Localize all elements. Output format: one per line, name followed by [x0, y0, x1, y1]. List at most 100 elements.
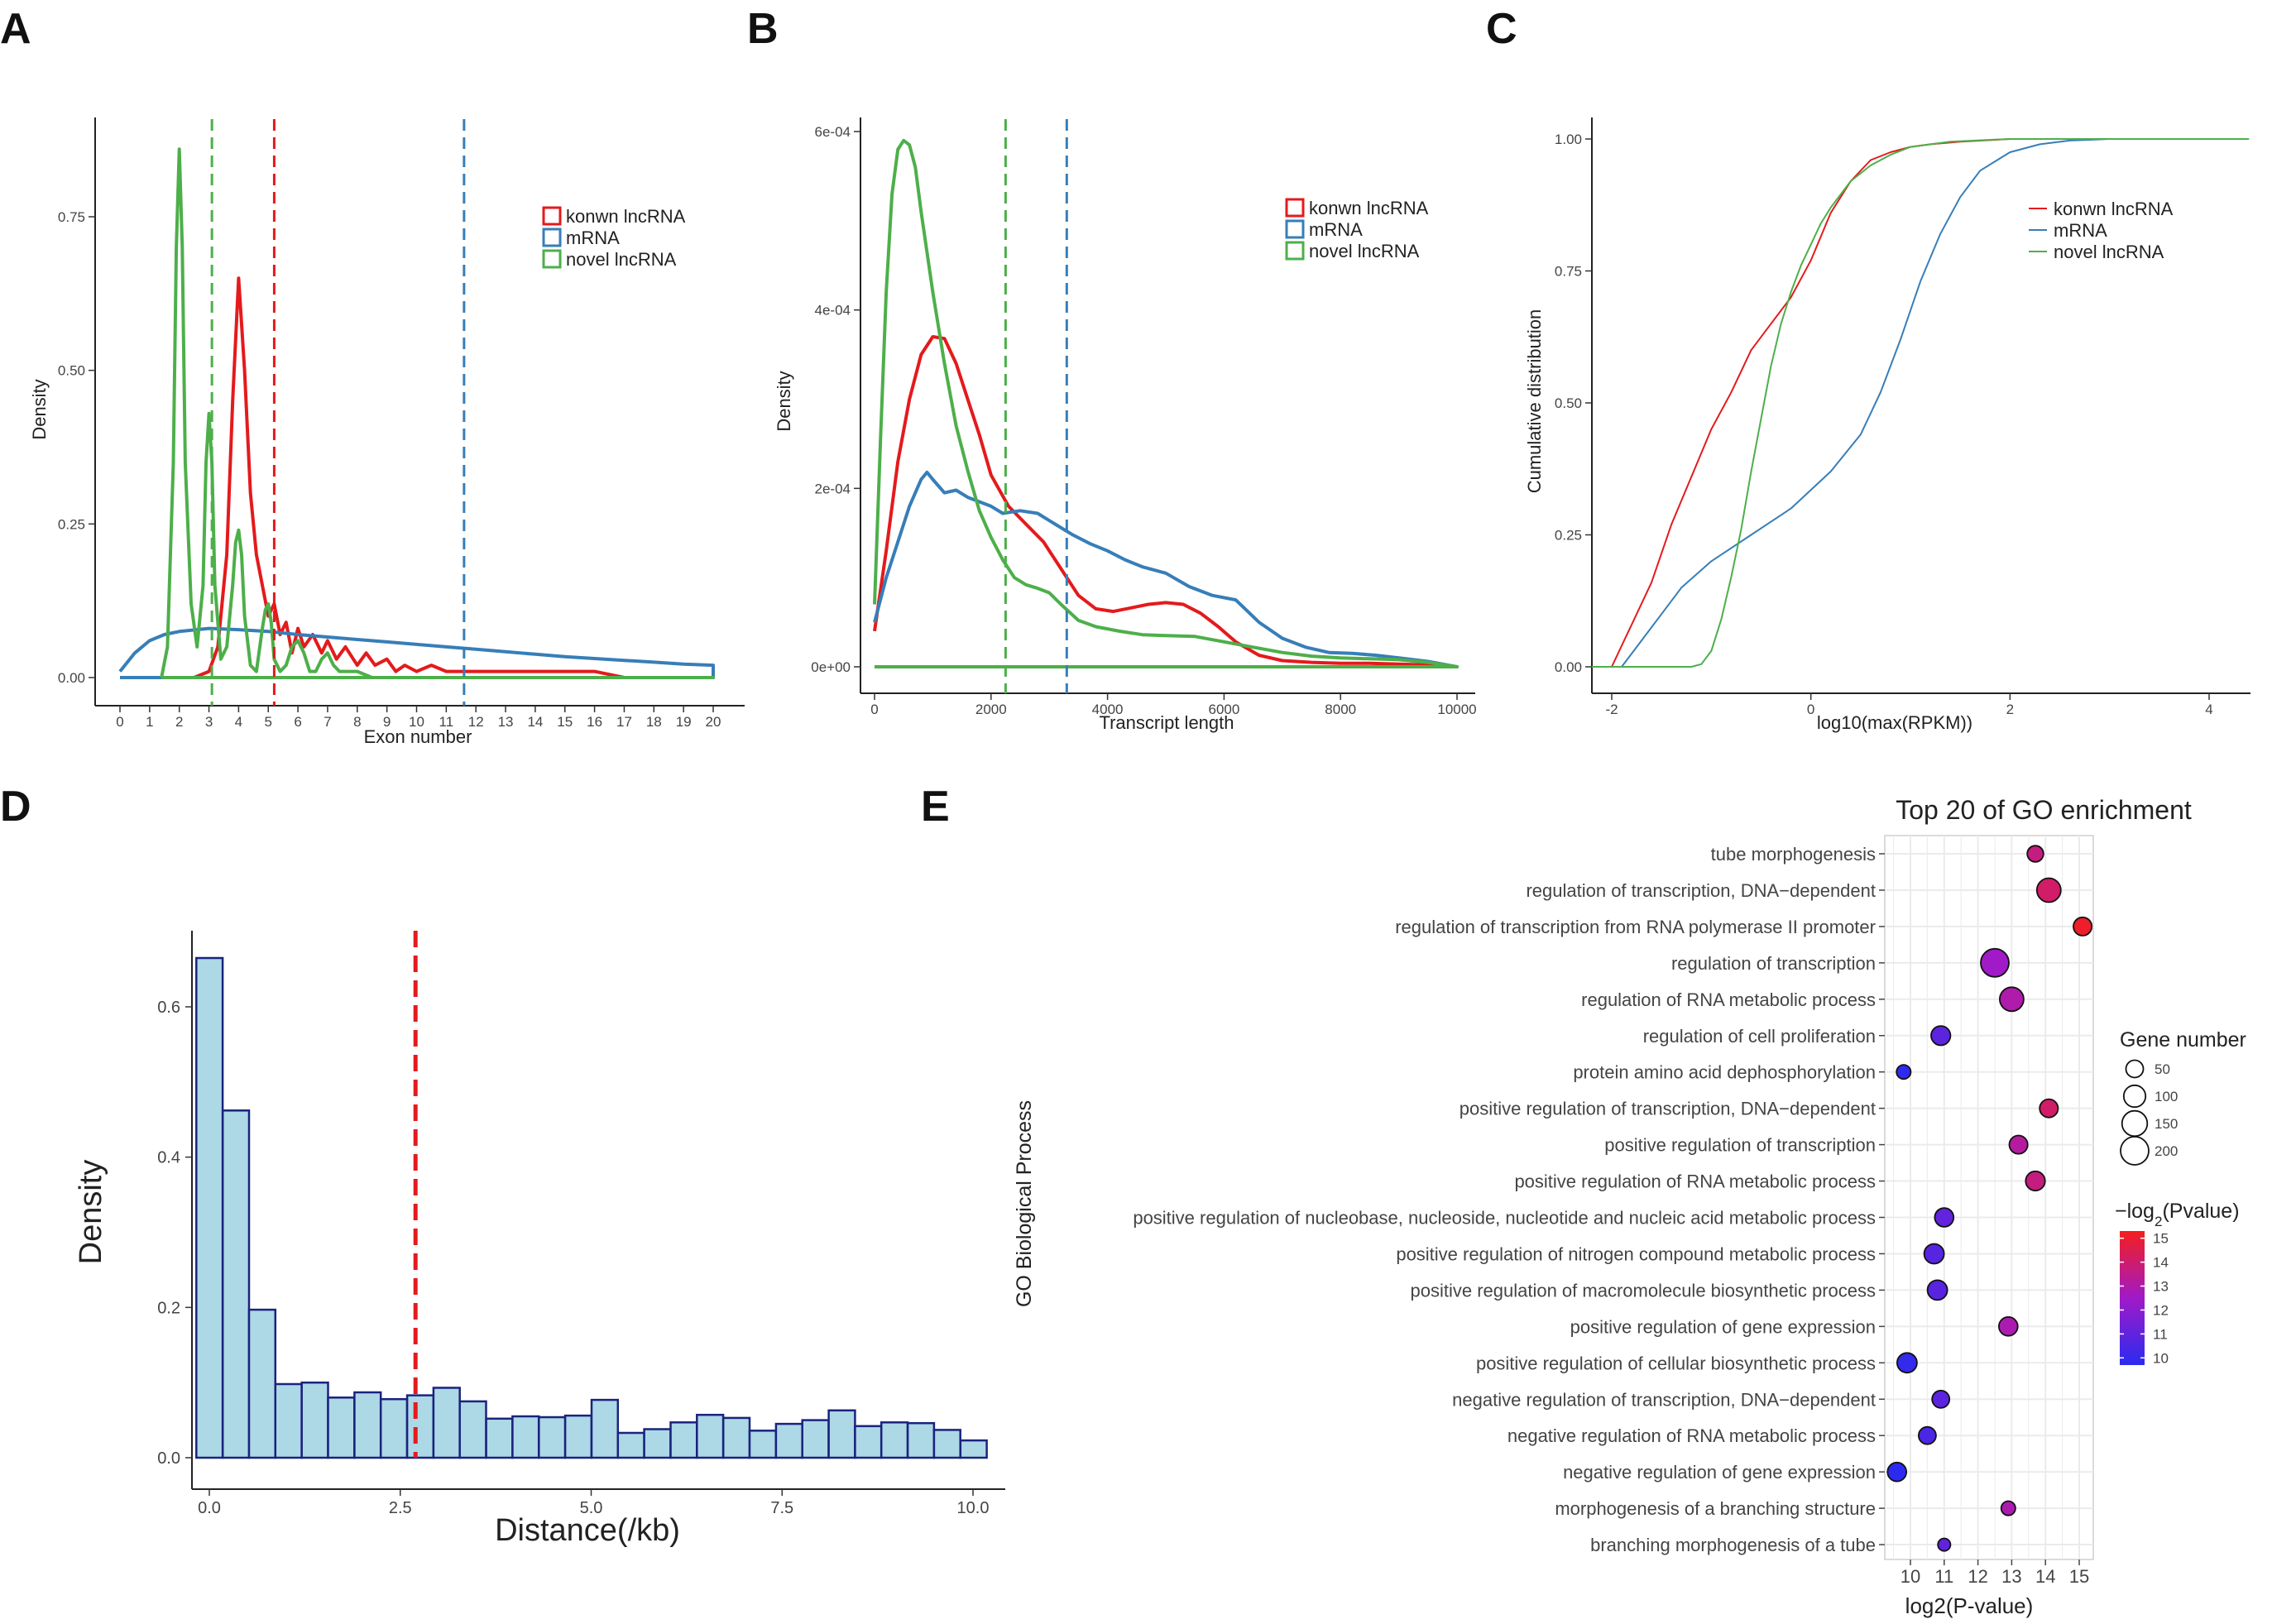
legend-c-mrna: mRNA [2054, 220, 2107, 241]
panel-e-ylabel: GO Biological Process [1013, 1100, 1036, 1307]
x-tick-label: 14 [2035, 1566, 2055, 1587]
go-point [1886, 1461, 1908, 1483]
go-term-label: branching morphogenesis of a tube [1590, 1535, 1876, 1555]
histogram-bar [590, 1398, 620, 1459]
go-term-label: regulation of transcription from RNA pol… [1395, 917, 1876, 937]
series-line-mrna [873, 470, 1459, 668]
series-line-novel-lncrna [1591, 138, 2250, 668]
legend-b-mrna: mRNA [1309, 219, 1363, 240]
panel-d-bars [195, 931, 988, 1459]
histogram-bar [616, 1431, 645, 1459]
panel-label-d: D [0, 783, 31, 831]
x-tick-label: 15 [2069, 1566, 2089, 1587]
histogram-bar [353, 1391, 382, 1459]
panel-d-axes: 0.0 2.5 5.0 7.5 10.0 0.0 0.2 0.4 0.6 [157, 931, 1005, 1517]
x-tick-label: 0 [870, 702, 878, 717]
histogram-bar [721, 1416, 751, 1459]
y-tick-label: 0.50 [1555, 395, 1582, 411]
color-tick-label: 13 [2153, 1279, 2169, 1295]
y-tick-label: 0.00 [58, 670, 85, 686]
go-point [1896, 1352, 1918, 1374]
histogram-bar [221, 1109, 251, 1459]
x-tick-label: -2 [1605, 702, 1618, 717]
panel-e-color-legend: −log2(Pvalue) 10 11 12 13 14 15 [2115, 1200, 2240, 1366]
y-tick-label: 6e-04 [815, 124, 851, 140]
y-tick-label: 0.25 [58, 516, 85, 532]
y-tick-label: 0.75 [1555, 263, 1582, 279]
x-tick-label: 10 [1901, 1566, 1920, 1587]
legend-swatch-novel [542, 249, 562, 269]
panel-a-axes: 0 1 2 3 4 5 6 7 8 9 10 11 12 13 14 15 16 17 18 19 200.000.25… [58, 117, 745, 730]
y-tick-label: 4e-04 [815, 303, 851, 319]
histogram-bar [801, 1419, 830, 1459]
panel-b-ylabel: Density [774, 371, 794, 431]
size-legend-label: 200 [2155, 1143, 2178, 1159]
legend-swatch-mrna [1285, 219, 1305, 239]
x-tick-label: 2000 [975, 702, 1007, 717]
x-tick-label: 4 [2205, 702, 2212, 717]
go-point [2000, 1500, 2016, 1516]
panel-c-xlabel: log10(max(RPKM)) [1817, 712, 1972, 733]
x-tick-label: 13 [498, 714, 514, 730]
color-tick-label: 14 [2153, 1255, 2169, 1271]
x-tick-label: 0 [1807, 702, 1814, 717]
go-term-label: tube morphogenesis [1711, 844, 1876, 865]
legend-b-novel: novel lncRNA [1309, 241, 1420, 261]
x-tick-label: 8 [353, 714, 361, 730]
x-tick-label: 2 [2006, 702, 2014, 717]
panel-a-legend: konwn lncRNA mRNA novel lncRNA [542, 206, 686, 270]
histogram-bar [538, 1416, 567, 1459]
y-tick-label: 0.6 [157, 999, 180, 1017]
series-line-mrna [118, 626, 715, 679]
x-tick-label: 12 [468, 714, 484, 730]
x-tick-label: 15 [557, 714, 573, 730]
size-legend-circle [2125, 1059, 2145, 1079]
series-line-konwn-lncrna [193, 276, 715, 679]
color-tick-label: 11 [2153, 1326, 2168, 1342]
histogram-bar [405, 1394, 435, 1459]
go-term-label: positive regulation of nucleobase, nucle… [1133, 1208, 1876, 1229]
panel-a-xlabel: Exon number [364, 726, 472, 747]
panel-d-histogram: 0.0 2.5 5.0 7.5 10.0 0.0 0.2 0.4 0.6 Distance(/k… [74, 931, 1005, 1548]
legend-swatch-known [542, 206, 562, 226]
x-tick-label: 17 [616, 714, 632, 730]
go-point [2039, 1098, 2059, 1119]
go-point [2073, 916, 2093, 937]
x-tick-label: 16 [587, 714, 602, 730]
x-tick-label: 4000 [1092, 702, 1124, 717]
legend-color-title-sub: 2 [2155, 1214, 2162, 1229]
size-legend-circle [2120, 1136, 2150, 1166]
series-line-novel-lncrna [873, 138, 1459, 668]
x-tick-label: 0 [116, 714, 123, 730]
go-point [1998, 986, 2025, 1013]
go-term-label: positive regulation of macromolecule bio… [1410, 1280, 1876, 1301]
histogram-bar [854, 1425, 883, 1459]
panel-label-b: B [747, 5, 779, 53]
go-term-label: regulation of transcription, DNA−depende… [1526, 880, 1876, 901]
size-legend-circle [2122, 1084, 2147, 1109]
x-tick-label: 11 [1934, 1566, 1953, 1587]
panel-c-cumulative: -2 0 2 4 0.00 0.25 0.50 0.75 1.00 log10(max(RPKM… [1524, 117, 2250, 733]
x-tick-label: 14 [527, 714, 543, 730]
panel-b-axes: 0 2000 4000 6000 8000 10000 0e+00 2e-04 4e-04 6e-… [811, 117, 1477, 717]
y-tick-label: 0.4 [157, 1149, 180, 1167]
panel-d-xlabel: Distance(/kb) [495, 1513, 680, 1548]
histogram-bar [511, 1415, 540, 1459]
histogram-bar [327, 1396, 356, 1459]
go-term-label: protein amino acid dephosphorylation [1573, 1062, 1876, 1083]
panel-e-go-enrichment: Top 20 of GO enrichment 10 11 12 13 14 15 tub… [1013, 795, 2246, 1618]
histogram-bar [932, 1429, 961, 1459]
legend-a-mrna: mRNA [566, 228, 620, 248]
go-point [1917, 1425, 1937, 1445]
x-tick-label: 11 [439, 714, 454, 730]
x-tick-label: 18 [646, 714, 662, 730]
legend-size-items: 50 100 150 200 [2120, 1059, 2178, 1166]
legend-c-known: konwn lncRNA [2054, 199, 2174, 219]
y-tick-label: 0.25 [1555, 527, 1582, 543]
panel-a-ylabel: Density [29, 379, 50, 439]
panel-e-xlabel: log2(P-value) [1905, 1593, 2034, 1618]
go-point [2035, 877, 2062, 903]
x-tick-label: 5.0 [580, 1499, 603, 1517]
color-scale-bar [2120, 1231, 2145, 1365]
